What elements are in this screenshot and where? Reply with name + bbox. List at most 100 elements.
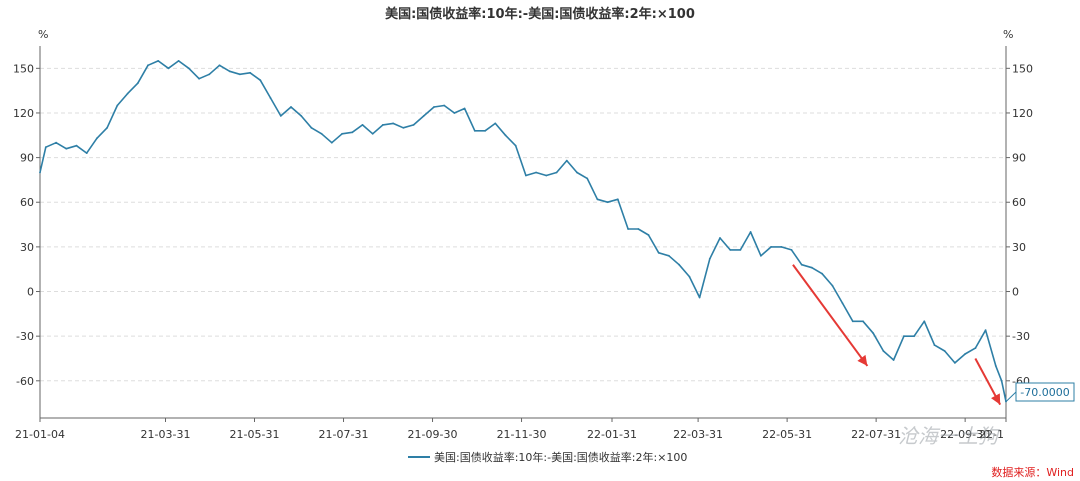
data-point	[668, 254, 670, 257]
data-point	[473, 129, 476, 132]
y-tick-label-right: -30	[1012, 330, 1030, 343]
y-tick-label-right: 150	[1012, 62, 1033, 75]
data-point	[760, 254, 762, 257]
y-tick-label-left: 90	[20, 152, 34, 165]
data-point	[106, 126, 108, 129]
data-point	[882, 350, 885, 352]
x-tick-label: 21-03-31	[141, 428, 191, 441]
series-group	[39, 60, 1007, 403]
end-value-connector	[1005, 391, 1017, 402]
data-point	[576, 171, 578, 174]
data-point	[984, 329, 987, 332]
y-tick-label-left: 60	[20, 196, 34, 209]
data-point	[147, 64, 149, 67]
y-tick-label-right: 30	[1012, 241, 1026, 254]
data-point	[811, 266, 813, 269]
data-point	[96, 137, 98, 140]
data-point	[780, 246, 783, 248]
data-point	[177, 60, 180, 62]
x-axis: 21-01-04 21-03-31 21-05-31 21-07-31 21-09-30…	[15, 417, 1007, 441]
x-tick-label: 21-07-31	[319, 428, 369, 441]
x-tick-label: 22-01-31	[587, 428, 637, 441]
y-tick-label-right: 60	[1012, 196, 1026, 209]
data-point	[954, 362, 956, 364]
data-point	[75, 144, 78, 147]
data-point	[187, 67, 190, 70]
data-point	[198, 77, 201, 80]
series-line	[39, 60, 1007, 402]
data-point	[514, 144, 517, 147]
y-tick-label-left: 30	[20, 241, 34, 254]
x-tick-label: 21-05-31	[230, 428, 280, 441]
data-point	[923, 320, 926, 323]
data-point	[688, 275, 691, 278]
data-point	[443, 104, 446, 107]
chart-title: 美国:国债收益率:10年:-美国:国债收益率:2年:×100	[385, 6, 695, 22]
data-point	[586, 177, 589, 180]
annotation-arrowhead	[857, 354, 868, 366]
data-point	[39, 171, 41, 174]
annotation-arrow	[792, 264, 869, 367]
source-note: 数据来源：Wind	[991, 465, 1074, 479]
data-point	[402, 126, 405, 129]
data-point	[606, 201, 609, 204]
data-point	[300, 115, 303, 117]
y-tick-label-left: 0	[27, 286, 34, 299]
data-point	[463, 107, 466, 110]
data-point	[208, 73, 211, 76]
data-point	[504, 134, 507, 137]
end-value-label-text: -70.0000	[1020, 386, 1069, 399]
y-tick-label-left: -60	[16, 375, 34, 388]
x-tick-label: 22-05-31	[762, 428, 812, 441]
data-point	[269, 97, 272, 99]
x-tick-label: 22-1	[979, 428, 1004, 441]
legend-label: 美国:国债收益率:10年:-美国:国债收益率:2年:×100	[434, 450, 687, 464]
data-point	[821, 272, 823, 275]
data-point	[974, 347, 977, 349]
y-tick-label-right: 0	[1012, 286, 1019, 299]
data-point	[259, 79, 262, 82]
data-point	[126, 92, 129, 95]
data-point	[116, 104, 119, 107]
y-tick-label-left: -30	[16, 330, 34, 343]
y-tick-label-left: 150	[13, 62, 34, 75]
data-point	[555, 171, 558, 174]
data-point	[657, 251, 660, 254]
data-point	[330, 141, 333, 144]
data-point	[433, 106, 435, 108]
data-point	[382, 124, 384, 126]
y-tick-label-left: 120	[13, 107, 34, 120]
x-tick-label: 21-11-30	[497, 428, 547, 441]
data-point	[678, 263, 680, 266]
data-point	[494, 122, 497, 125]
data-point	[545, 174, 548, 177]
data-point	[239, 73, 241, 76]
data-point	[290, 106, 292, 108]
data-point	[136, 82, 139, 85]
x-tick-label: 22-07-31	[851, 428, 901, 441]
data-point	[392, 122, 394, 125]
data-point	[933, 344, 936, 346]
right-axis-unit: %	[1003, 28, 1013, 41]
data-point	[565, 159, 568, 162]
data-point	[872, 332, 875, 335]
x-tick-label: 21-01-04	[15, 428, 65, 441]
end-value-label: -70.0000	[1005, 382, 1075, 402]
data-point	[167, 67, 170, 70]
data-point	[647, 234, 650, 236]
data-point	[943, 350, 946, 352]
data-point	[85, 152, 88, 155]
data-point	[637, 228, 640, 230]
data-point	[800, 263, 803, 266]
y-tick-label-right: 120	[1012, 107, 1033, 120]
data-point	[831, 284, 834, 287]
data-point	[729, 249, 732, 251]
data-point	[484, 129, 486, 132]
data-point	[790, 249, 793, 251]
data-point	[616, 198, 619, 201]
data-point	[371, 132, 374, 135]
data-point	[596, 198, 599, 201]
legend: 美国:国债收益率:10年:-美国:国债收益率:2年:×100	[408, 450, 687, 464]
